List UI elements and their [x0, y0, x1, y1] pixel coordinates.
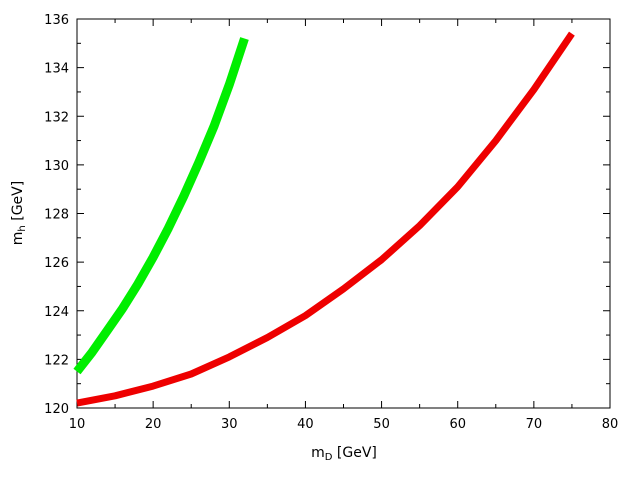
plot-frame	[76, 18, 611, 409]
series-line-2	[76, 31, 575, 407]
x-tick-label: 70	[526, 417, 543, 432]
y-tick-label: 134	[44, 62, 69, 77]
x-axis-label: mD [GeV]	[311, 445, 377, 463]
y-tick-label: 120	[44, 402, 69, 417]
x-tick-label: 20	[145, 417, 162, 432]
y-tick-label: 126	[44, 256, 69, 271]
ticks	[76, 18, 611, 409]
x-tick-label: 30	[221, 417, 238, 432]
y-tick-label: 132	[44, 110, 69, 125]
y-tick-label: 136	[44, 13, 69, 28]
x-tick-label: 40	[297, 417, 314, 432]
y-tick-label: 122	[44, 353, 69, 368]
y-tick-label: 124	[44, 305, 69, 320]
y-tick-label: 128	[44, 208, 69, 223]
series-group	[73, 31, 575, 407]
series-line-1	[73, 37, 249, 375]
tick-labels: 10 20 30 40 50 60 70 80 120 122 124 126 128 130 132 134…	[44, 13, 618, 432]
x-tick-label: 80	[602, 417, 619, 432]
x-tick-label: 50	[373, 417, 390, 432]
y-tick-label: 130	[44, 159, 69, 174]
x-tick-label: 60	[449, 417, 466, 432]
x-tick-label: 10	[69, 417, 86, 432]
y-axis-label: mh [GeV]	[10, 181, 28, 245]
